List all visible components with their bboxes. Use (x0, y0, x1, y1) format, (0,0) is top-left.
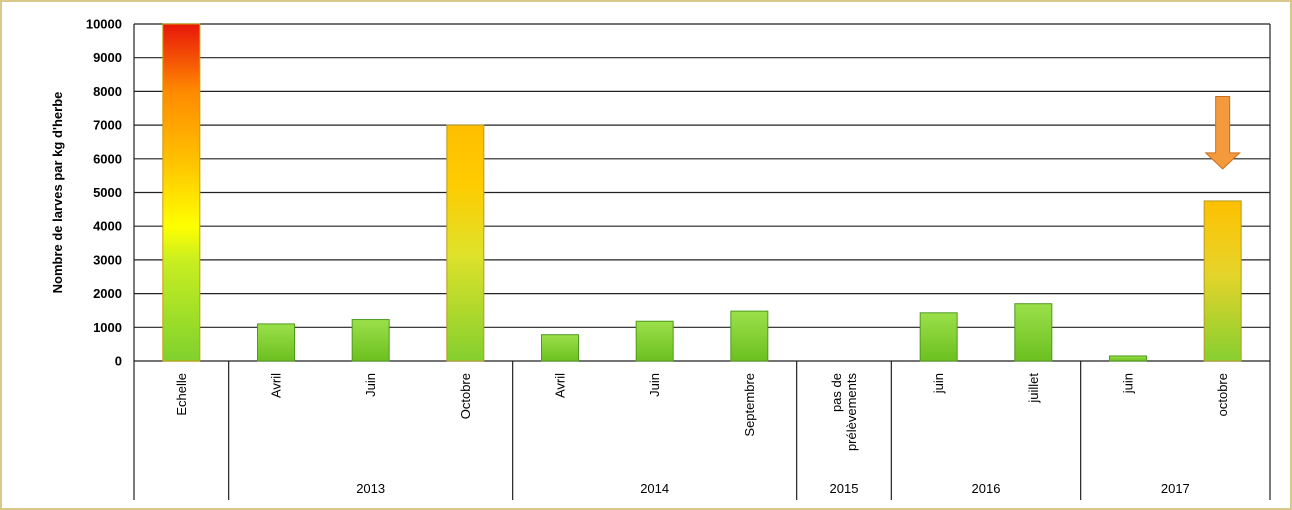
y-tick-label: 1000 (93, 320, 122, 335)
category-label: juin (1121, 373, 1136, 394)
category-label: Avril (269, 373, 284, 398)
year-label: 2014 (640, 481, 669, 496)
year-label: 2013 (356, 481, 385, 496)
y-tick-label: 2000 (93, 286, 122, 301)
category-label: juillet (1026, 373, 1041, 404)
arrow-down-icon (1204, 95, 1241, 170)
category-label: Avril (553, 373, 568, 398)
bar (1203, 200, 1242, 362)
bar (446, 124, 485, 362)
bar (257, 323, 295, 362)
category-label: Octobre (458, 373, 473, 419)
y-tick-label: 9000 (93, 50, 122, 65)
category-label: juin (931, 373, 946, 394)
bar (1014, 303, 1053, 362)
category-label: octobre (1215, 373, 1230, 416)
category-label: Septembre (742, 373, 757, 437)
bar (541, 334, 579, 362)
bar (351, 319, 390, 362)
y-tick-label: 3000 (93, 252, 122, 267)
bar (1109, 355, 1147, 362)
y-tick-label: 7000 (93, 118, 122, 133)
bar (162, 23, 201, 362)
year-label: 2015 (830, 481, 859, 496)
bar (730, 310, 769, 362)
y-axis-title: Nombre de larves par kg d'herbe (50, 92, 65, 294)
category-label: Echelle (174, 373, 189, 416)
year-label: 2016 (972, 481, 1001, 496)
bar (635, 320, 674, 362)
category-label: Juin (647, 373, 662, 397)
y-tick-label: 10000 (86, 17, 122, 32)
y-tick-label: 8000 (93, 84, 122, 99)
category-label: Juin (363, 373, 378, 397)
y-tick-label: 4000 (93, 219, 122, 234)
year-label: 2017 (1161, 481, 1190, 496)
y-tick-label: 5000 (93, 185, 122, 200)
category-label: pas de (829, 373, 844, 412)
category-label: prélèvements (844, 373, 859, 452)
bar (919, 312, 958, 362)
y-tick-label: 6000 (93, 151, 122, 166)
y-tick-label: 0 (115, 354, 122, 369)
